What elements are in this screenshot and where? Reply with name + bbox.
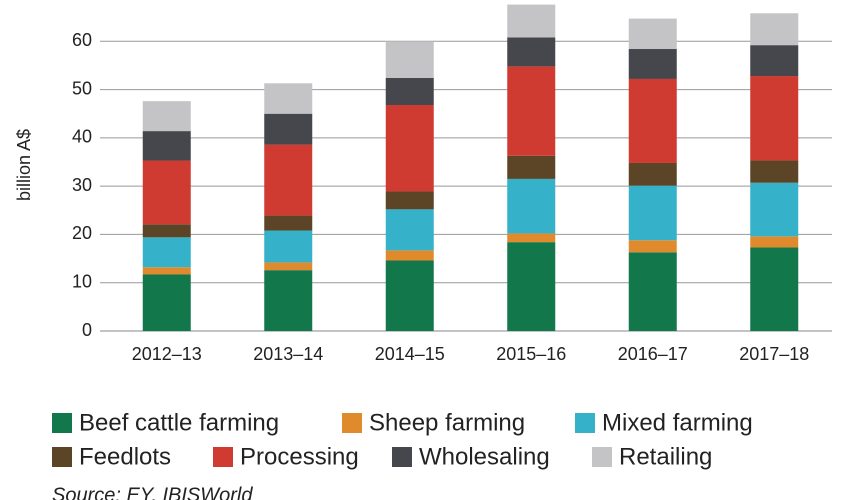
legend-label: Beef cattle farming: [79, 409, 279, 436]
bar-segment: [385, 105, 434, 192]
bar-segment: [142, 101, 191, 132]
bar-segment: [628, 240, 677, 253]
x-tick-label: 2016–17: [618, 344, 688, 364]
bar-segment: [264, 83, 313, 114]
y-tick-label: 20: [72, 223, 92, 243]
x-tick-label: 2014–15: [375, 344, 445, 364]
legend-label: Wholesaling: [419, 443, 550, 470]
x-tick-label: 2015–16: [496, 344, 566, 364]
y-tick-label: 40: [72, 127, 92, 147]
bar-segment: [264, 113, 313, 145]
bar-segment: [628, 78, 677, 163]
bar-segment: [507, 37, 556, 67]
y-tick-label: 10: [72, 271, 92, 291]
bar-segment: [750, 182, 799, 237]
bar-segment: [628, 18, 677, 50]
y-axis-label: billion A$: [14, 129, 34, 201]
y-tick-label: 70: [72, 0, 92, 2]
legend-swatch: [213, 447, 233, 467]
bar-segment: [507, 178, 556, 234]
bar-segment: [628, 162, 677, 186]
bar-segment: [750, 236, 799, 248]
bar-segment: [385, 191, 434, 210]
bar-segment: [507, 242, 556, 331]
bar-segment: [264, 262, 313, 271]
bar-segment: [750, 76, 799, 161]
bar-segment: [142, 224, 191, 238]
legend-label: Processing: [240, 443, 359, 470]
bar-segment: [628, 49, 677, 79]
bar-segment: [750, 247, 799, 331]
bar-segment: [142, 267, 191, 275]
y-tick-label: 60: [72, 30, 92, 50]
legend-label: Feedlots: [79, 443, 171, 470]
bar-segment: [750, 13, 799, 46]
bar-segment: [264, 144, 313, 216]
bar-segment: [750, 45, 799, 77]
bar-segment: [507, 4, 556, 38]
y-tick-label: 30: [72, 175, 92, 195]
bar-segment: [628, 252, 677, 331]
legend-swatch: [592, 447, 612, 467]
x-tick-label: 2012–13: [132, 344, 202, 364]
bar-segment: [385, 209, 434, 251]
bar-segment: [264, 215, 313, 231]
bar-segment: [507, 233, 556, 243]
bar-segment: [750, 160, 799, 183]
bar-segment: [507, 66, 556, 156]
legend-label: Sheep farming: [369, 409, 525, 436]
bar-segment: [264, 270, 313, 331]
legend-label: Mixed farming: [602, 409, 753, 436]
bar-segment: [385, 250, 434, 261]
source: Source: EY, IBISWorld: [52, 484, 253, 500]
legend-label: Retailing: [619, 443, 712, 470]
bar-segment: [142, 237, 191, 268]
bar-segment: [385, 77, 434, 106]
bar-segment: [142, 160, 191, 225]
bar-segment: [142, 131, 191, 161]
y-tick-label: 0: [82, 320, 92, 340]
legend-swatch: [342, 413, 362, 433]
legend-swatch: [575, 413, 595, 433]
bar-segment: [628, 185, 677, 241]
y-tick-label: 50: [72, 78, 92, 98]
legend-swatch: [392, 447, 412, 467]
x-tick-label: 2013–14: [253, 344, 323, 364]
bar-segment: [264, 230, 313, 263]
x-tick-label: 2017–18: [739, 344, 809, 364]
legend-swatch: [52, 447, 72, 467]
legend-swatch: [52, 413, 72, 433]
bar-segment: [385, 41, 434, 78]
bar-segment: [142, 274, 191, 331]
bar-segment: [507, 155, 556, 179]
bar-segment: [385, 260, 434, 331]
